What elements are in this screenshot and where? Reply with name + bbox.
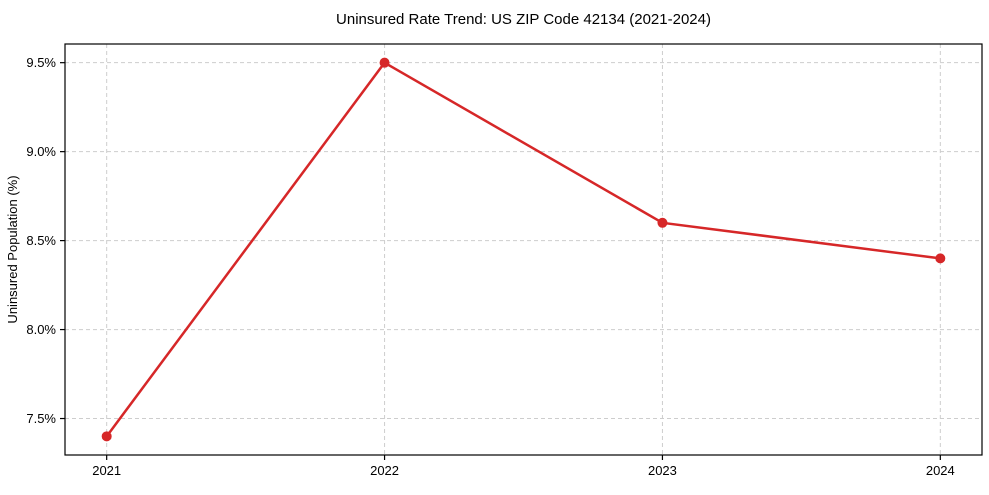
data-point [657, 217, 668, 228]
chart-title: Uninsured Rate Trend: US ZIP Code 42134 … [336, 11, 711, 28]
y-tick-label: 8.5% [26, 233, 56, 248]
y-tick-label: 8.0% [26, 322, 56, 337]
data-point [935, 253, 946, 264]
x-tick-label: 2022 [370, 463, 399, 478]
y-tick-label: 7.5% [26, 411, 56, 426]
x-tick-label: 2024 [926, 463, 955, 478]
x-tick-label: 2021 [92, 463, 121, 478]
y-tick-label: 9.0% [26, 144, 56, 159]
x-tick-label: 2023 [648, 463, 677, 478]
data-point [101, 431, 112, 442]
trend-line [105, 61, 942, 438]
plot-border [64, 43, 983, 456]
data-point [379, 57, 390, 68]
y-axis-label: Uninsured Population (%) [5, 175, 20, 323]
axes: 7.5% 8.0% 8.5% 9.0% 9.5% 2021 2022 2023 2024 [26, 43, 983, 478]
gridlines [65, 44, 982, 455]
trend-line-series [101, 57, 946, 442]
y-tick-label: 9.5% [26, 55, 56, 70]
